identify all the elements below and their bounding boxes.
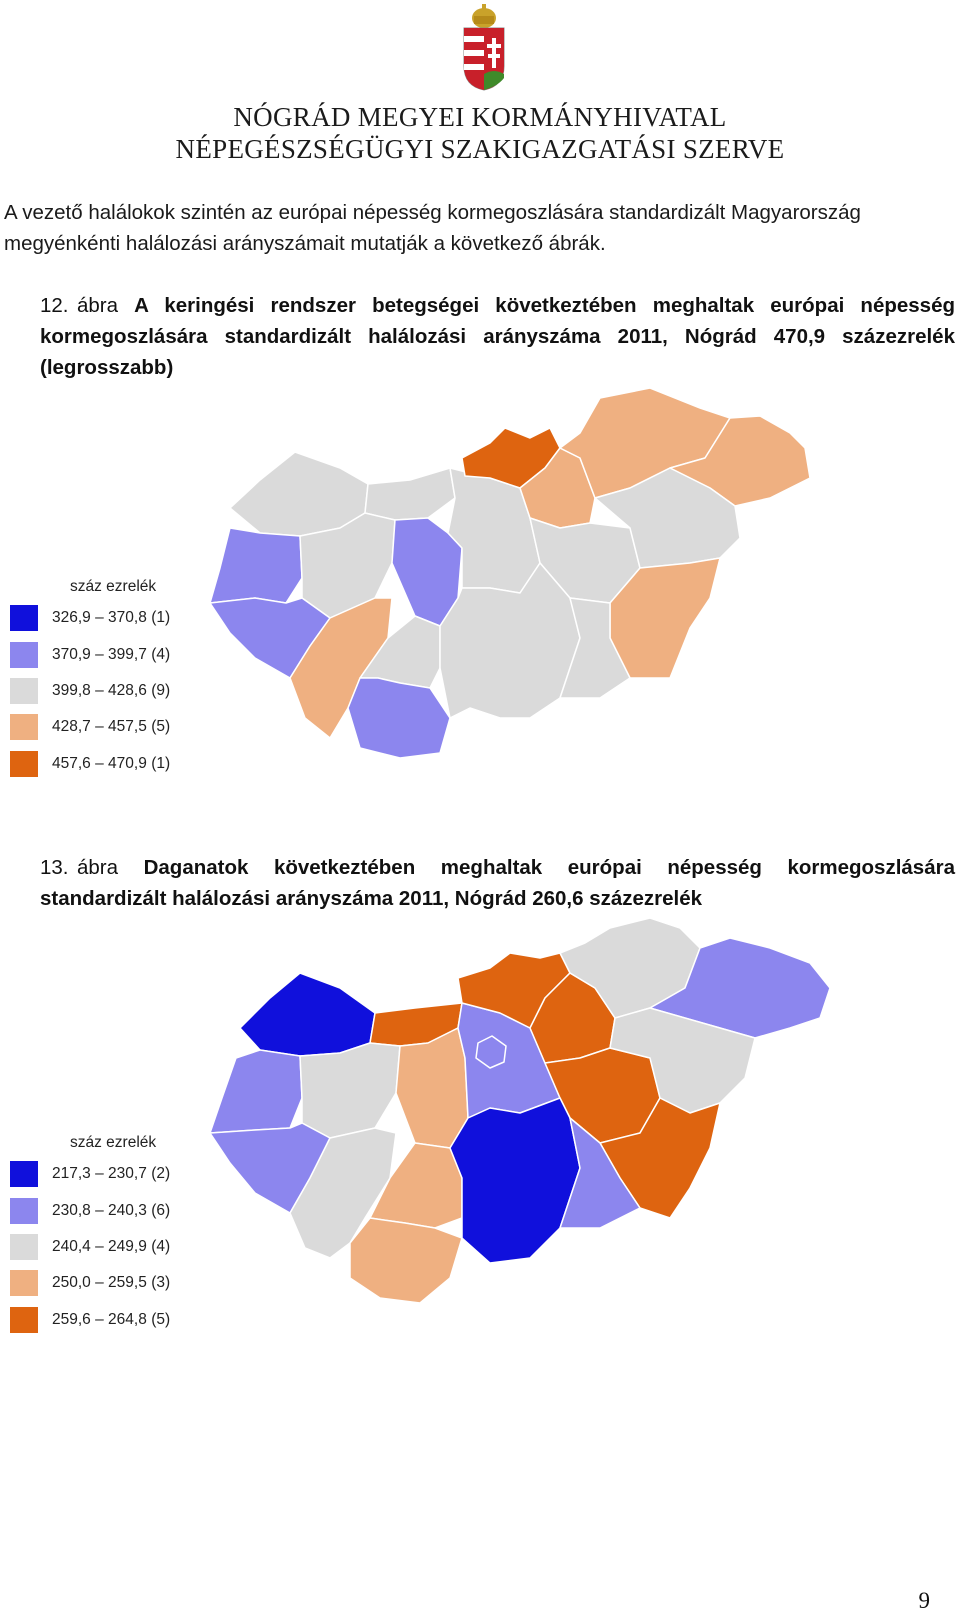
legend-13-row: 250,0 – 259,5 (3) xyxy=(10,1265,210,1301)
legend-12-row: 326,9 – 370,8 (1) xyxy=(10,600,210,636)
legend-range: 457,6 – 470,9 xyxy=(52,754,147,772)
legend-12-row: 370,9 – 399,7 (4) xyxy=(10,636,210,672)
legend-swatch xyxy=(10,1306,38,1333)
county-komarom-esztergom xyxy=(364,467,456,521)
agency-department: NÉPEGÉSZSÉGÜGYI SZAKIGAZGATÁSI SZERVE xyxy=(175,134,785,164)
legend-12-row: 399,8 – 428,6 (9) xyxy=(10,673,210,709)
legend-13: száz ezrelék 217,3 – 230,7 (2) 230,8 – 2… xyxy=(10,1134,210,1338)
legend-13-row: 217,3 – 230,7 (2) xyxy=(10,1156,210,1192)
legend-swatch xyxy=(10,677,38,704)
legend-count: (6) xyxy=(151,1201,171,1219)
legend-13-row: 230,8 – 240,3 (6) xyxy=(10,1192,210,1228)
legend-swatch xyxy=(10,1197,38,1224)
agency-name: NÓGRÁD MEGYEI KORMÁNYHIVATAL xyxy=(233,102,727,132)
figure-12-caption: 12. ábra A keringési rendszer betegségei … xyxy=(40,290,955,383)
legend-range: 250,0 – 259,5 xyxy=(52,1274,147,1292)
legend-range: 217,3 – 230,7 xyxy=(52,1165,147,1183)
legend-range: 428,7 – 457,5 xyxy=(52,718,147,736)
legend-range: 326,9 – 370,8 xyxy=(52,609,147,627)
legend-12-row: 457,6 – 470,9 (1) xyxy=(10,746,210,782)
page-number: 9 xyxy=(918,1588,931,1613)
legend-range: 399,8 – 428,6 xyxy=(52,681,147,699)
legend-swatch xyxy=(10,605,38,632)
figure-13-number: 13. xyxy=(40,856,69,879)
county-bacs-kiskun xyxy=(439,562,581,719)
county-csongrad xyxy=(559,597,631,699)
legend-13-row: 240,4 – 249,9 (4) xyxy=(10,1229,210,1265)
figure-13-label: ábra xyxy=(77,856,119,879)
legend-count: (3) xyxy=(151,1274,171,1292)
figure-12-label: ábra xyxy=(77,294,119,317)
legend-range: 370,9 – 399,7 xyxy=(52,645,147,663)
legend-13-row: 259,6 – 264,8 (5) xyxy=(10,1302,210,1338)
figure-13-title: Daganatok következtében meghaltak európa… xyxy=(40,856,955,910)
county-baranya xyxy=(347,677,451,759)
legend-count: (5) xyxy=(151,1310,171,1328)
figure-13-caption: 13. ábra Daganatok következtében meghalta… xyxy=(40,852,955,914)
legend-count: (4) xyxy=(151,645,171,663)
legend-count: (9) xyxy=(151,681,171,699)
legend-swatch xyxy=(10,1233,38,1260)
legend-12-title: száz ezrelék xyxy=(70,578,157,595)
county-veszprem xyxy=(299,512,396,619)
county-fejer xyxy=(395,1027,469,1149)
legend-count: (4) xyxy=(151,1237,171,1255)
county-gyor-moson-sopron xyxy=(239,972,376,1057)
legend-range: 259,6 – 264,8 xyxy=(52,1310,147,1328)
figure-12-title: A keringési rendszer betegségei következ… xyxy=(40,294,955,379)
legend-12-row: 428,7 – 457,5 (5) xyxy=(10,709,210,745)
figure-12-number: 12. xyxy=(40,294,69,317)
coat-of-arms-icon xyxy=(463,4,505,91)
county-vas xyxy=(209,527,303,604)
legend-13-title: száz ezrelék xyxy=(70,1134,157,1151)
legend-count: (2) xyxy=(151,1165,171,1183)
county-baranya xyxy=(349,1217,463,1304)
legend-count: (5) xyxy=(151,718,171,736)
legend-range: 240,4 – 249,9 xyxy=(52,1237,147,1255)
county-bacs-kiskun xyxy=(449,1097,581,1264)
legend-swatch xyxy=(10,1270,38,1297)
legend-swatch xyxy=(10,1161,38,1188)
legend-count: (1) xyxy=(151,609,171,627)
legend-swatch xyxy=(10,641,38,668)
intro-paragraph: A vezető halálokok szintén az európai né… xyxy=(4,201,861,255)
legend-count: (1) xyxy=(151,754,171,772)
county-csongrad xyxy=(559,1117,641,1229)
legend-swatch xyxy=(10,714,38,741)
legend-range: 230,8 – 240,3 xyxy=(52,1201,147,1219)
legend-12: száz ezrelék 326,9 – 370,8 (1) 370,9 – 3… xyxy=(10,578,210,782)
county-budapest xyxy=(475,1035,507,1069)
hungary-county-map-13 xyxy=(209,918,831,1304)
county-veszprem xyxy=(299,1042,401,1139)
legend-swatch xyxy=(10,750,38,777)
hungary-county-map-12 xyxy=(209,388,811,759)
county-vas xyxy=(209,1049,303,1134)
